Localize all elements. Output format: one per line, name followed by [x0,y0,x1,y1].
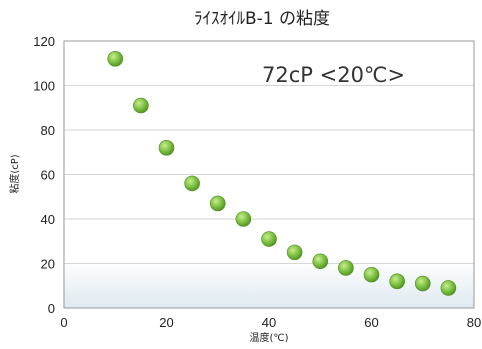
x-tick-label: 40 [262,315,276,330]
chart-annotation: 72cP <20℃> [262,63,405,87]
x-tick-label: 80 [467,315,481,330]
x-tick-label: 60 [364,315,378,330]
data-point [184,175,200,192]
y-tick-label: 120 [33,34,55,49]
x-axis-label: 温度(℃) [249,331,288,344]
y-tick-label: 40 [41,212,55,227]
y-tick-label: 100 [33,79,55,94]
data-point [286,244,303,261]
x-tick-label: 0 [60,315,67,330]
data-point [107,50,124,67]
chart-title: ﾗｲｽｵｲﾙB-1 の粘度 [194,9,330,29]
y-tick-label: 0 [48,301,55,316]
data-point [261,231,277,247]
data-point [338,260,354,276]
data-point [389,273,405,290]
data-point [235,211,252,227]
y-tick-label: 60 [41,168,55,183]
y-axis-ticks: 0 20 40 60 80 100 120 [33,34,55,316]
data-point [158,140,175,156]
data-point [209,195,226,212]
y-axis-label: 粘度(cP) [8,154,21,193]
y-tick-label: 80 [41,123,55,138]
plot-frame [63,40,475,309]
data-point [440,280,457,296]
data-points [107,50,457,296]
data-point [363,266,380,283]
grid-lines [64,85,474,264]
data-point [312,253,329,270]
x-tick-label: 20 [159,315,173,330]
x-axis-ticks: 0 20 40 60 80 [60,315,481,330]
data-point [414,275,431,292]
data-point [133,97,149,114]
y-tick-label: 20 [41,257,55,272]
